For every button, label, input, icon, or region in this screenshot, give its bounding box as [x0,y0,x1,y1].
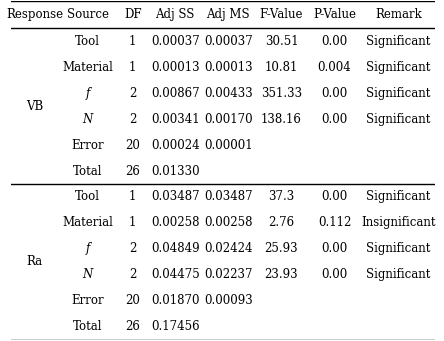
Text: 0.00093: 0.00093 [204,294,253,307]
Text: Total: Total [73,320,103,333]
Text: 0.00: 0.00 [321,113,348,126]
Text: 2: 2 [129,113,136,126]
Text: 0.004: 0.004 [318,61,352,74]
Text: 25.93: 25.93 [265,242,298,255]
Text: DF: DF [124,9,142,21]
Text: Significant: Significant [366,242,431,255]
Text: 20: 20 [125,294,140,307]
Text: 2: 2 [129,87,136,100]
Text: 0.00: 0.00 [321,35,348,48]
Text: Error: Error [71,294,104,307]
Text: Material: Material [62,61,113,74]
Text: 0.00013: 0.00013 [204,61,253,74]
Text: N: N [83,268,93,281]
Text: Total: Total [73,165,103,178]
Text: 0.00433: 0.00433 [204,87,253,100]
Text: Ra: Ra [27,255,43,268]
Text: 10.81: 10.81 [265,61,298,74]
Text: f: f [85,87,90,100]
Text: Significant: Significant [366,61,431,74]
Text: P-Value: P-Value [313,9,356,21]
Text: Error: Error [71,138,104,152]
Text: 351.33: 351.33 [261,87,302,100]
Text: 2: 2 [129,242,136,255]
Text: 0.00867: 0.00867 [151,87,199,100]
Text: 20: 20 [125,138,140,152]
Text: 0.00258: 0.00258 [204,217,253,229]
Text: Response: Response [6,9,63,21]
Text: Significant: Significant [366,87,431,100]
Text: Adj SS: Adj SS [155,9,195,21]
Text: 1: 1 [129,191,136,204]
Text: 26: 26 [125,320,140,333]
Text: 0.00024: 0.00024 [151,138,199,152]
Text: 0.00341: 0.00341 [151,113,199,126]
Text: 0.03487: 0.03487 [151,191,199,204]
Text: 0.00037: 0.00037 [151,35,200,48]
Text: 0.01870: 0.01870 [151,294,199,307]
Text: Tool: Tool [75,35,100,48]
Text: 30.51: 30.51 [265,35,298,48]
Text: 0.02237: 0.02237 [204,268,253,281]
Text: 0.02424: 0.02424 [204,242,253,255]
Text: 0.03487: 0.03487 [204,191,253,204]
Text: 0.00: 0.00 [321,87,348,100]
Text: 1: 1 [129,217,136,229]
Text: 0.00001: 0.00001 [204,138,253,152]
Text: Significant: Significant [366,268,431,281]
Text: 37.3: 37.3 [268,191,294,204]
Text: 0.00037: 0.00037 [204,35,253,48]
Text: 1: 1 [129,61,136,74]
Text: 2.76: 2.76 [268,217,294,229]
Text: 0.01330: 0.01330 [151,165,199,178]
Text: 138.16: 138.16 [261,113,302,126]
Text: F-Value: F-Value [260,9,303,21]
Text: 0.00170: 0.00170 [204,113,253,126]
Text: Adj MS: Adj MS [206,9,250,21]
Text: 2: 2 [129,268,136,281]
Text: 0.112: 0.112 [318,217,351,229]
Text: 26: 26 [125,165,140,178]
Text: Tool: Tool [75,191,100,204]
Text: 0.00258: 0.00258 [151,217,199,229]
Text: Material: Material [62,217,113,229]
Text: 0.00013: 0.00013 [151,61,199,74]
Text: 0.04849: 0.04849 [151,242,199,255]
Text: Source: Source [67,9,109,21]
Text: f: f [85,242,90,255]
Text: Insignificant: Insignificant [361,217,436,229]
Text: 0.04475: 0.04475 [151,268,200,281]
Text: Significant: Significant [366,113,431,126]
Text: Remark: Remark [375,9,422,21]
Text: 0.00: 0.00 [321,191,348,204]
Text: N: N [83,113,93,126]
Text: Significant: Significant [366,191,431,204]
Text: 0.00: 0.00 [321,242,348,255]
Text: VB: VB [26,100,43,113]
Text: 0.00: 0.00 [321,268,348,281]
Text: Significant: Significant [366,35,431,48]
Text: 0.17456: 0.17456 [151,320,199,333]
Text: 1: 1 [129,35,136,48]
Text: 23.93: 23.93 [265,268,298,281]
